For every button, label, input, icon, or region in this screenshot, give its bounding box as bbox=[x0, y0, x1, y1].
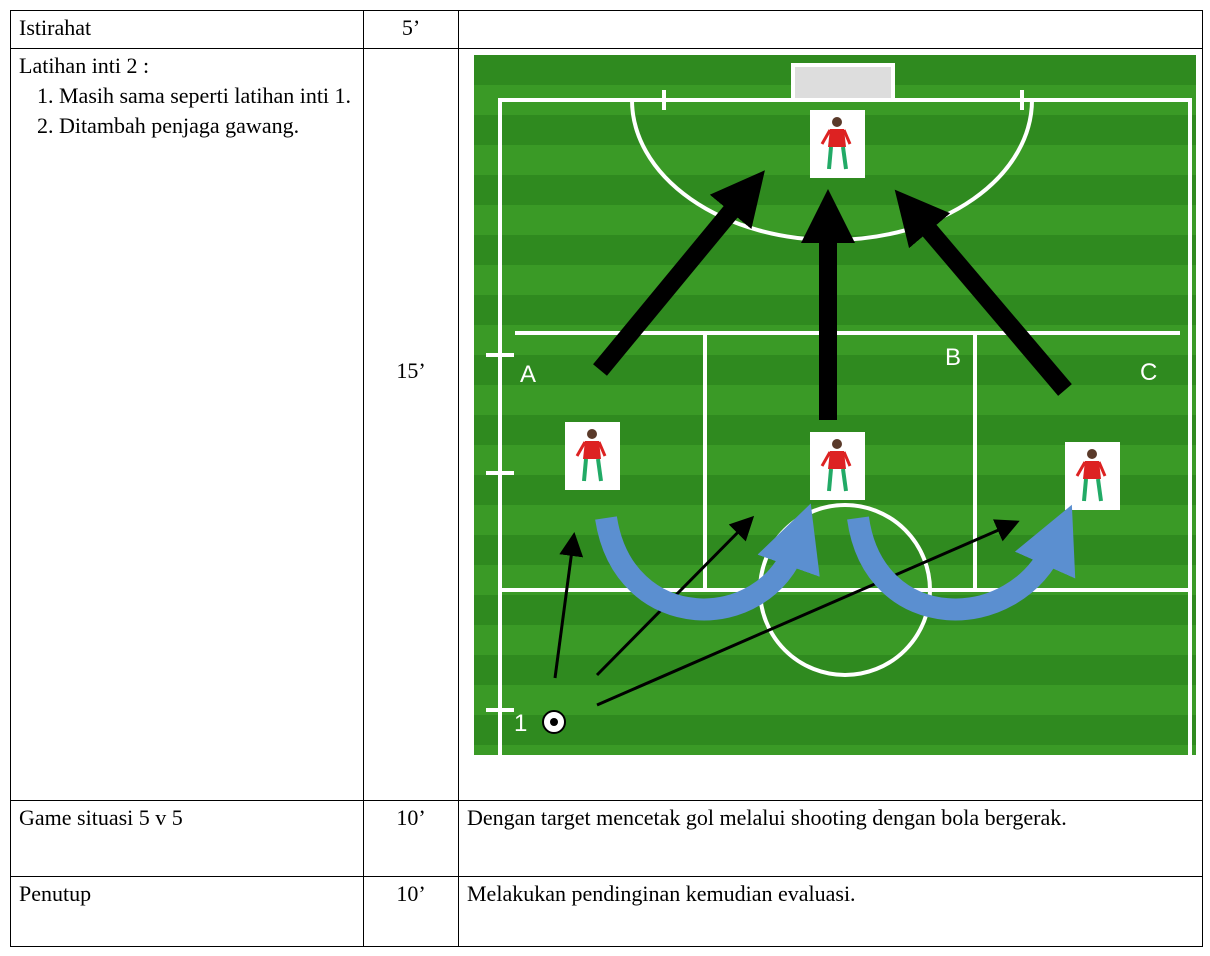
row: Latihan inti 2 : Masih sama seperti lati… bbox=[10, 48, 1203, 801]
start-label: 1 bbox=[514, 710, 527, 737]
player bbox=[1063, 440, 1122, 512]
description: Dengan target mencetak gol melalui shoot… bbox=[458, 800, 1203, 877]
duration: 10’ bbox=[363, 876, 459, 947]
activity-list: Masih sama seperti latihan inti 1. Ditam… bbox=[19, 81, 355, 141]
empty-cell bbox=[458, 10, 1203, 49]
run-arrows bbox=[595, 503, 1076, 621]
zone-label: B bbox=[945, 344, 961, 371]
field-diagram: A B C 1 bbox=[474, 55, 1196, 755]
activity: Istirahat bbox=[10, 10, 364, 49]
lesson-table: Istirahat 5’ Latihan inti 2 : Masih sama… bbox=[10, 10, 1203, 947]
player bbox=[808, 430, 867, 502]
zone-label: A bbox=[520, 361, 536, 388]
duration: 15’ bbox=[363, 48, 459, 801]
player bbox=[563, 420, 622, 492]
goalkeeper bbox=[808, 108, 867, 180]
list-item: Masih sama seperti latihan inti 1. bbox=[59, 81, 355, 111]
activity: Penutup bbox=[10, 876, 364, 947]
duration: 5’ bbox=[363, 10, 459, 49]
activity-title: Latihan inti 2 : bbox=[19, 53, 150, 78]
activity: Latihan inti 2 : Masih sama seperti lati… bbox=[10, 48, 364, 801]
description: Melakukan pendinginan kemudian evaluasi. bbox=[458, 876, 1203, 947]
activity: Game situasi 5 v 5 bbox=[10, 800, 364, 877]
duration: 10’ bbox=[363, 800, 459, 877]
row: Game situasi 5 v 5 10’ Dengan target men… bbox=[10, 800, 1203, 877]
zone-label: C bbox=[1140, 359, 1157, 386]
diagram-cell: A B C 1 bbox=[458, 48, 1203, 801]
shot-arrows bbox=[593, 170, 1072, 420]
ball bbox=[542, 710, 566, 734]
list-item: Ditambah penjaga gawang. bbox=[59, 111, 355, 141]
row: Penutup 10’ Melakukan pendinginan kemudi… bbox=[10, 876, 1203, 947]
row: Istirahat 5’ bbox=[10, 10, 1203, 49]
